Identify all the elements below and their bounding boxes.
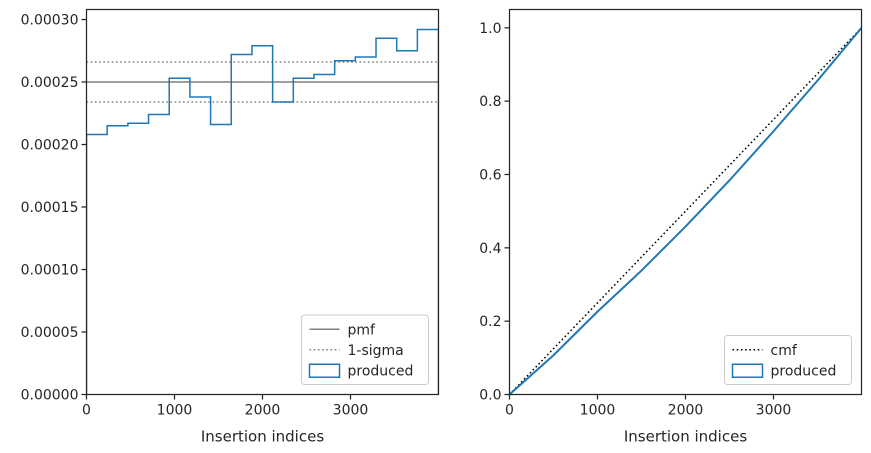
legend-label-pmf: pmf xyxy=(348,322,377,338)
y-tick-label: 0.00000 xyxy=(21,388,79,404)
x-tick-label: 2000 xyxy=(245,403,281,419)
x-tick-label: 0 xyxy=(82,403,91,419)
x-tick-label: 3000 xyxy=(333,403,369,419)
y-tick-label: 0.6 xyxy=(479,168,501,184)
x-tick-label: 3000 xyxy=(756,403,792,419)
legend-label-cmf: cmf xyxy=(771,343,798,359)
y-tick-label: 0.00010 xyxy=(21,263,79,279)
y-tick-label: 0.2 xyxy=(479,314,501,330)
legend-label-1-sigma: 1-sigma xyxy=(348,343,404,359)
x-tick-label: 1000 xyxy=(157,403,193,419)
y-tick-label: 0.00030 xyxy=(21,13,79,29)
x-tick-label: 1000 xyxy=(580,403,616,419)
y-tick-label: 0.00005 xyxy=(21,325,79,341)
plot-area xyxy=(509,27,862,395)
produced-histogram-step xyxy=(86,28,439,395)
produced-cumulative-line xyxy=(509,27,862,395)
x-axis-label: Insertion indices xyxy=(624,428,747,446)
y-tick-label: 0.4 xyxy=(479,241,501,257)
cmf-line xyxy=(509,27,862,395)
plot-area xyxy=(86,28,439,395)
legend-label-produced: produced xyxy=(348,363,414,379)
y-tick-label: 0.0 xyxy=(479,388,501,404)
y-tick-label: 0.00015 xyxy=(21,200,79,216)
legend-label-produced: produced xyxy=(771,363,837,379)
x-axis-label: Insertion indices xyxy=(201,428,324,446)
x-tick-label: 2000 xyxy=(668,403,704,419)
y-tick-label: 1.0 xyxy=(479,21,501,37)
legend-swatch-produced xyxy=(731,363,764,378)
y-tick-label: 0.00025 xyxy=(21,75,79,91)
legend-swatch-produced xyxy=(308,363,341,378)
y-tick-label: 0.8 xyxy=(479,94,501,110)
legend-frame xyxy=(301,314,429,385)
cmf-panel: 0 1000 2000 3000 0.0 0.2 0.4 0.6 0.8 1.0 Insertion… xyxy=(479,8,863,446)
legend: cmf produced xyxy=(724,335,852,385)
legend-frame xyxy=(724,335,852,385)
y-tick-label: 0.00020 xyxy=(21,138,79,154)
pmf-panel: 0 1000 2000 3000 0.00000 0.00005 0.00010 0.0001… xyxy=(21,8,440,446)
legend: pmf 1-sigma produced xyxy=(301,314,429,385)
x-tick-label: 0 xyxy=(505,403,514,419)
